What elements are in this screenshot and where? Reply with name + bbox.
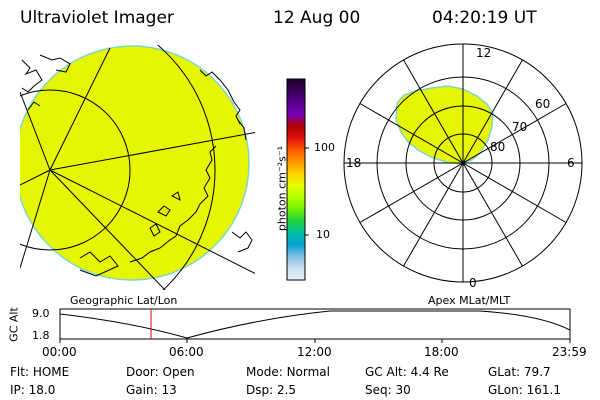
info-door-value: Open xyxy=(162,365,195,379)
info-dsp-label: Dsp: xyxy=(246,383,274,397)
info-glat-value: 79.7 xyxy=(523,365,551,379)
polar-plot xyxy=(343,43,583,283)
info-dsp: Dsp: 2.5 xyxy=(246,383,296,397)
info-door: Door: Open xyxy=(126,365,195,379)
info-glat: GLat: 79.7 xyxy=(488,365,551,379)
altitude-ylabel: GC Alt xyxy=(7,307,21,342)
info-gc-alt-value: 4.4 Re xyxy=(410,365,449,379)
left-panel-caption: Geographic Lat/Lon xyxy=(70,294,178,307)
mlt-label-right: 6 xyxy=(567,156,575,170)
info-mode: Mode: Normal xyxy=(246,365,330,379)
info-dsp-value: 2.5 xyxy=(276,383,297,397)
altitude-xtick-0: 00:00 xyxy=(42,345,77,359)
colorbar-label-100: 100 xyxy=(314,141,335,154)
info-gain: Gain: 13 xyxy=(126,383,177,397)
info-glon-value: 161.1 xyxy=(526,383,561,397)
instrument-title: Ultraviolet Imager xyxy=(20,8,174,28)
mlat-label-70: 70 xyxy=(512,120,528,134)
mlt-label-top: 12 xyxy=(476,46,492,60)
colorbar xyxy=(286,78,306,281)
info-ip-label: IP: xyxy=(10,383,25,397)
info-ip: IP: 18.0 xyxy=(10,383,55,397)
info-flight-label: Flt: xyxy=(10,365,29,379)
info-glon: GLon: 161.1 xyxy=(488,383,561,397)
info-glat-label: GLat: xyxy=(488,365,521,379)
altitude-xtick-4: 23:59 xyxy=(552,345,587,359)
info-seq-value: 30 xyxy=(395,383,411,397)
info-seq: Seq: 30 xyxy=(365,383,411,397)
geographic-map xyxy=(20,45,255,290)
coastline-outlines xyxy=(21,54,253,277)
info-glon-label: GLon: xyxy=(488,383,523,397)
altitude-ytick-min: 1.8 xyxy=(32,329,50,342)
altitude-xtick-2: 12:00 xyxy=(297,345,332,359)
colorbar-label-10: 10 xyxy=(316,228,330,241)
observation-time: 04:20:19 UT xyxy=(432,8,537,28)
mlat-label-60: 60 xyxy=(535,97,551,111)
altitude-xtick-3: 18:00 xyxy=(424,345,459,359)
info-seq-label: Seq: xyxy=(365,383,392,397)
mlt-label-bottom: 0 xyxy=(469,276,477,290)
info-gc-alt-label: GC Alt: xyxy=(365,365,407,379)
mlat-label-80: 80 xyxy=(490,140,506,154)
auroral-emission-disk xyxy=(20,45,250,281)
info-gain-label: Gain: xyxy=(126,383,158,397)
colorbar-unit-label: photon cm⁻²s⁻¹ xyxy=(275,145,289,232)
altitude-curve xyxy=(60,310,570,339)
mlt-label-left: 18 xyxy=(346,156,362,170)
info-door-label: Door: xyxy=(126,365,159,379)
auroral-oval-region xyxy=(395,85,494,165)
altitude-xtick-1: 06:00 xyxy=(169,345,204,359)
altitude-plot-frame xyxy=(59,308,571,340)
altitude-ytick-max: 9.0 xyxy=(32,307,50,320)
mlt-spokes xyxy=(344,44,582,282)
info-ip-value: 18.0 xyxy=(28,383,56,397)
observation-date: 12 Aug 00 xyxy=(273,8,361,28)
info-flight-value: HOME xyxy=(32,365,70,379)
info-mode-value: Normal xyxy=(286,365,330,379)
latlon-grid xyxy=(20,45,255,290)
info-gain-value: 13 xyxy=(161,383,177,397)
right-panel-caption: Apex MLat/MLT xyxy=(428,294,511,307)
info-mode-label: Mode: xyxy=(246,365,283,379)
altitude-plot xyxy=(59,308,571,343)
altitude-x-ticks xyxy=(59,339,571,343)
info-flight: Flt: HOME xyxy=(10,365,69,379)
info-gc-alt: GC Alt: 4.4 Re xyxy=(365,365,449,379)
